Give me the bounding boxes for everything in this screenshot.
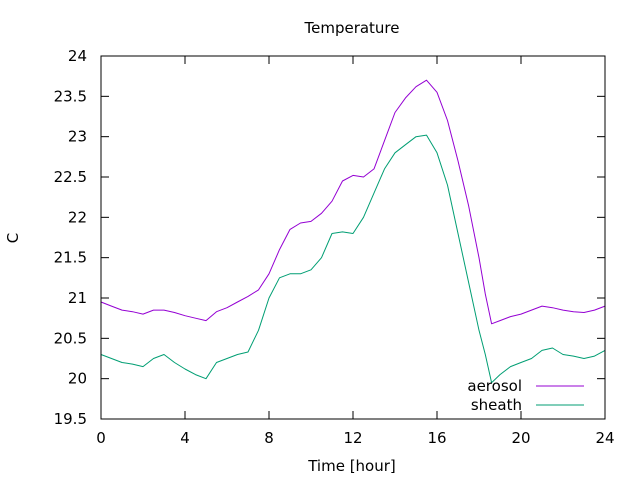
x-tick-label: 0 xyxy=(96,429,106,447)
y-tick-label: 21 xyxy=(68,289,87,307)
y-axis-label: C xyxy=(4,233,22,243)
x-axis: 0 4 8 12 16 20 24 xyxy=(96,56,615,447)
x-tick-label: 4 xyxy=(180,429,190,447)
legend-label: aerosol xyxy=(467,377,522,395)
x-axis-label: Time [hour] xyxy=(307,457,396,475)
x-tick-label: 16 xyxy=(427,429,446,447)
y-tick-label: 24 xyxy=(68,47,87,65)
series-line-aerosol xyxy=(100,79,606,325)
y-tick-label: 20 xyxy=(68,370,87,388)
y-tick-label: 22.5 xyxy=(54,168,87,186)
legend-label: sheath xyxy=(471,396,522,414)
chart-title: Temperature xyxy=(303,19,399,37)
x-tick-label: 24 xyxy=(595,429,614,447)
y-axis: 19.5 20 20.5 21 21.5 22 22.5 23 23.5 24 xyxy=(54,47,605,428)
x-tick-label: 12 xyxy=(343,429,362,447)
y-tick-label: 21.5 xyxy=(54,249,87,267)
y-tick-label: 23 xyxy=(68,128,87,146)
plot-border xyxy=(100,55,606,420)
y-tick-label: 23.5 xyxy=(54,87,87,105)
y-tick-label: 22 xyxy=(68,208,87,226)
x-tick-label: 20 xyxy=(511,429,530,447)
series-line-sheath xyxy=(100,134,606,384)
y-tick-label: 20.5 xyxy=(54,329,87,347)
y-tick-label: 19.5 xyxy=(54,410,87,428)
plot-area xyxy=(100,79,606,384)
x-tick-label: 8 xyxy=(264,429,274,447)
